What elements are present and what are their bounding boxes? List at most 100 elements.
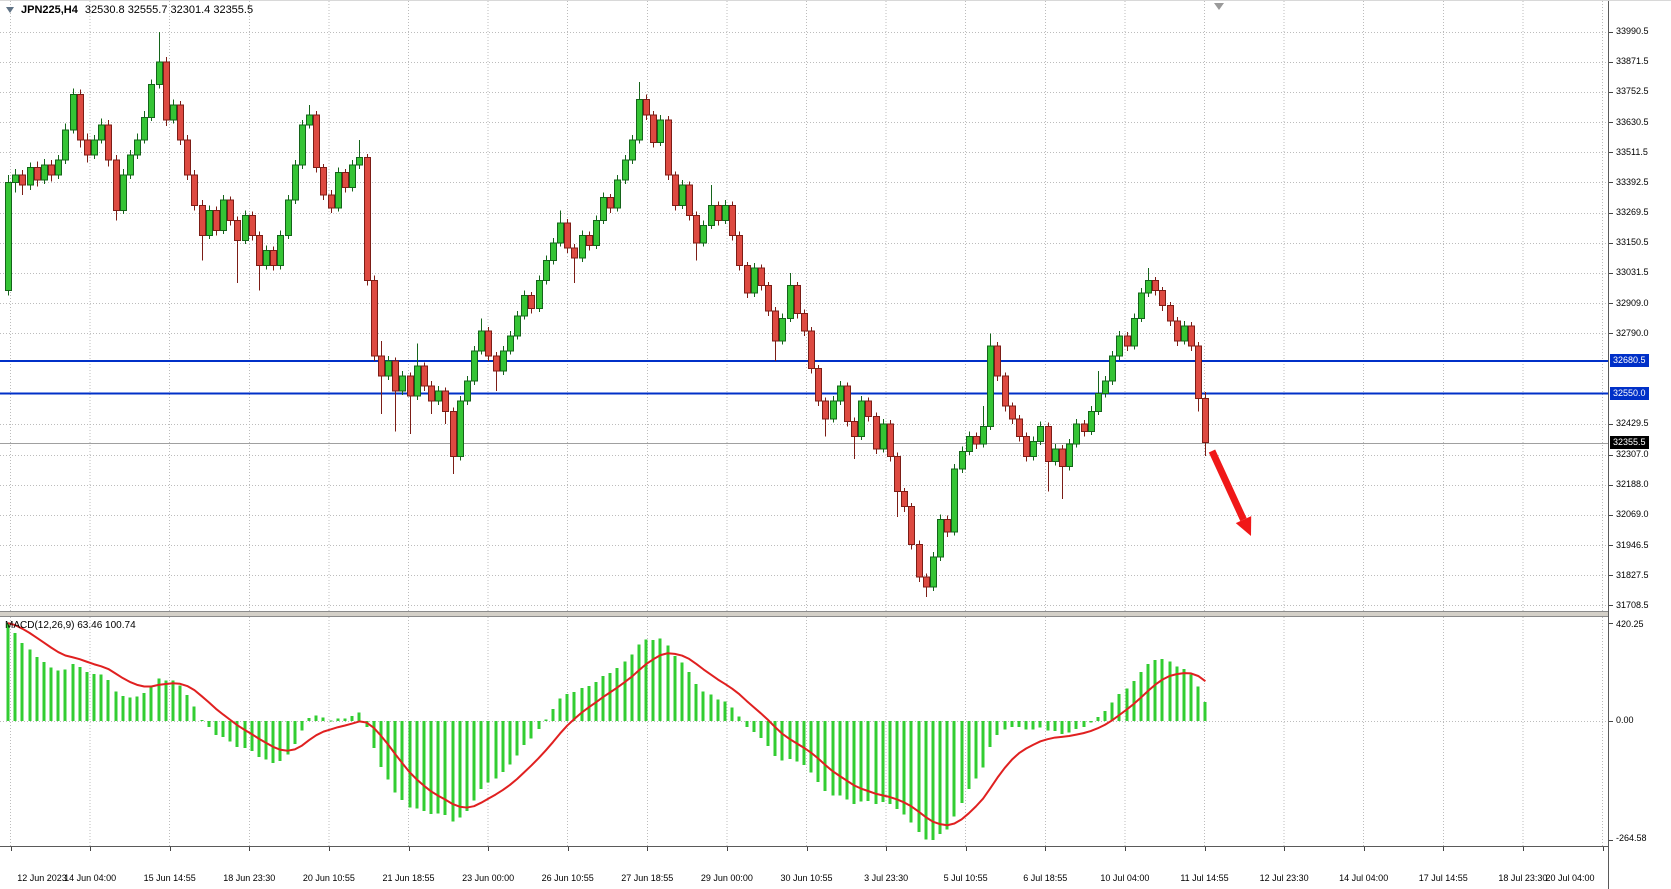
macd-pane[interactable] xyxy=(0,617,1608,846)
candle-body xyxy=(901,491,908,508)
chart-shift-marker-icon[interactable] xyxy=(1214,3,1224,10)
candle-body xyxy=(77,94,84,141)
candle-body xyxy=(12,174,19,184)
macd-bar xyxy=(759,720,763,739)
price-axis[interactable]: 33990.5 33871.5 33752.5 33630.5 33511.5 33392… xyxy=(1608,1,1671,889)
time-tickmark xyxy=(249,847,250,851)
candle-body xyxy=(564,222,571,249)
price-tickmark xyxy=(1609,32,1613,33)
macd-bar xyxy=(121,696,125,721)
macd-bar xyxy=(694,683,698,721)
time-tickmark xyxy=(1603,847,1604,851)
price-tick-label: 31946.5 xyxy=(1616,539,1649,550)
macd-bar xyxy=(178,685,182,721)
time-tick-label: 6 Jul 18:55 xyxy=(1023,873,1068,883)
trend-arrow-annotation[interactable] xyxy=(1208,449,1252,536)
macd-bar xyxy=(551,709,555,721)
macd-bar xyxy=(831,720,835,796)
candle-body xyxy=(736,234,743,267)
macd-bar xyxy=(587,686,591,721)
candle-body xyxy=(1081,423,1088,432)
price-tickmark xyxy=(1609,62,1613,63)
macd-bar xyxy=(1196,686,1200,721)
candle-body xyxy=(414,365,421,397)
candle-body xyxy=(571,247,578,259)
candle-body xyxy=(672,174,679,206)
macd-bar xyxy=(443,720,447,816)
macd-bar xyxy=(372,720,376,749)
price-tick-label: 32188.0 xyxy=(1616,479,1649,490)
macd-bar xyxy=(415,720,419,809)
candle-body xyxy=(607,197,614,209)
candle-body xyxy=(34,167,41,181)
macd-bar xyxy=(730,707,734,721)
candle-body xyxy=(822,400,829,420)
candle-body xyxy=(887,423,894,457)
arrow-head xyxy=(1235,516,1252,536)
macd-bar xyxy=(293,720,297,745)
time-tick-label: 20 Jun 10:55 xyxy=(302,873,355,883)
macd-bar xyxy=(63,669,67,721)
candle-body xyxy=(1116,335,1123,357)
candle-body xyxy=(242,214,249,241)
macd-bar xyxy=(6,623,10,721)
macd-bar xyxy=(1053,720,1057,732)
candle-body xyxy=(320,167,327,196)
macd-bar xyxy=(508,720,512,765)
candle-body xyxy=(62,129,69,161)
price-tickmark xyxy=(1609,545,1613,546)
time-axis[interactable]: 12 Jun 2023 14 Jun 04:00 15 Jun 14:55 18 Ju… xyxy=(0,846,1608,889)
price-tickmark xyxy=(1609,333,1613,334)
candle-body xyxy=(1037,425,1044,442)
main-chart-pane[interactable] xyxy=(0,1,1608,611)
candle-body xyxy=(679,184,686,206)
candle-body xyxy=(313,114,320,169)
candle-body xyxy=(665,119,672,176)
candle-body xyxy=(507,335,514,352)
macd-bar xyxy=(881,720,885,802)
price-tick-label: 33031.5 xyxy=(1616,267,1649,278)
time-tickmark xyxy=(1125,847,1126,851)
candle-body xyxy=(428,385,435,402)
time-tickmark xyxy=(568,847,569,851)
macd-tick-label: -264.58 xyxy=(1616,833,1647,843)
candle-body xyxy=(614,179,621,209)
macd-bar xyxy=(458,720,462,818)
macd-bar xyxy=(1017,720,1021,727)
candle-body xyxy=(263,249,270,267)
macd-bar xyxy=(945,720,949,830)
candle-body xyxy=(1073,423,1080,445)
macd-bar xyxy=(264,720,268,760)
grid-lines xyxy=(0,1,1608,611)
price-tickmark xyxy=(1609,92,1613,93)
candle-body xyxy=(342,172,349,189)
candle-body xyxy=(987,345,994,427)
one-click-trading-toggle-icon[interactable] xyxy=(6,7,14,13)
macd-bar xyxy=(357,712,361,721)
bid-price-label: 32355.5 xyxy=(1610,436,1649,450)
candle-body xyxy=(722,204,729,221)
macd-bar xyxy=(529,720,533,739)
price-tickmark xyxy=(1609,152,1613,153)
macd-bar xyxy=(701,691,705,721)
candle-body xyxy=(306,114,313,126)
pane-splitter[interactable] xyxy=(0,611,1671,617)
hline-price-label: 32680.5 xyxy=(1610,354,1649,368)
candle-body xyxy=(364,157,371,282)
candle-body xyxy=(435,390,442,402)
candle-body xyxy=(579,234,586,259)
candle-body xyxy=(779,317,786,342)
candle-body xyxy=(1016,418,1023,437)
price-tickmark xyxy=(1609,515,1613,516)
candle-body xyxy=(966,435,973,452)
candle-body xyxy=(528,295,535,309)
macd-bar xyxy=(422,720,426,811)
candle-body xyxy=(880,423,887,450)
candle-body xyxy=(134,139,141,156)
candle-body xyxy=(1174,320,1181,342)
candle-body xyxy=(407,375,414,397)
candle-body xyxy=(536,280,543,309)
candle-body xyxy=(55,159,62,176)
time-tick-label: 3 Jul 23:30 xyxy=(864,873,909,883)
macd-bar xyxy=(988,720,992,748)
